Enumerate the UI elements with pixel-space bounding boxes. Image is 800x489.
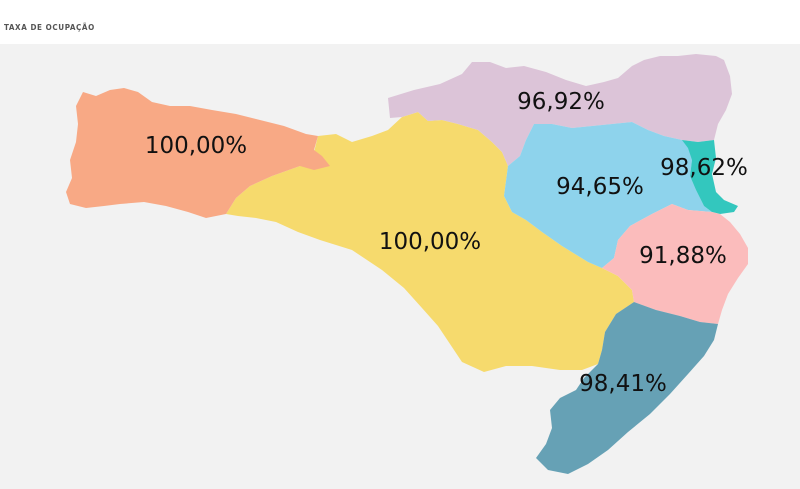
label-norte: 96,92%: [517, 89, 605, 115]
label-vale-itajai: 94,65%: [556, 174, 644, 200]
region-grande-florianopolis[interactable]: [602, 204, 748, 324]
label-grande-florianopolis: 91,88%: [639, 243, 727, 269]
region-foz-itajai[interactable]: [682, 140, 738, 214]
label-oeste: 100,00%: [145, 133, 247, 159]
region-oeste[interactable]: [66, 88, 330, 218]
region-norte[interactable]: [388, 54, 732, 166]
header: TAXA DE OCUPAÇÃO: [0, 0, 800, 44]
label-sul: 98,41%: [579, 371, 667, 397]
region-sul[interactable]: [536, 302, 718, 474]
page-title: TAXA DE OCUPAÇÃO: [4, 23, 95, 32]
santa-catarina-map: 100,00% 100,00% 96,92% 94,65% 98,62% 91,…: [66, 54, 748, 474]
label-foz-itajai: 98,62%: [660, 155, 748, 181]
map-area: 100,00% 100,00% 96,92% 94,65% 98,62% 91,…: [0, 44, 800, 489]
region-meio-oeste-serra[interactable]: [226, 112, 634, 372]
label-meio-oeste-serra: 100,00%: [379, 229, 481, 255]
region-vale-itajai[interactable]: [504, 122, 712, 268]
